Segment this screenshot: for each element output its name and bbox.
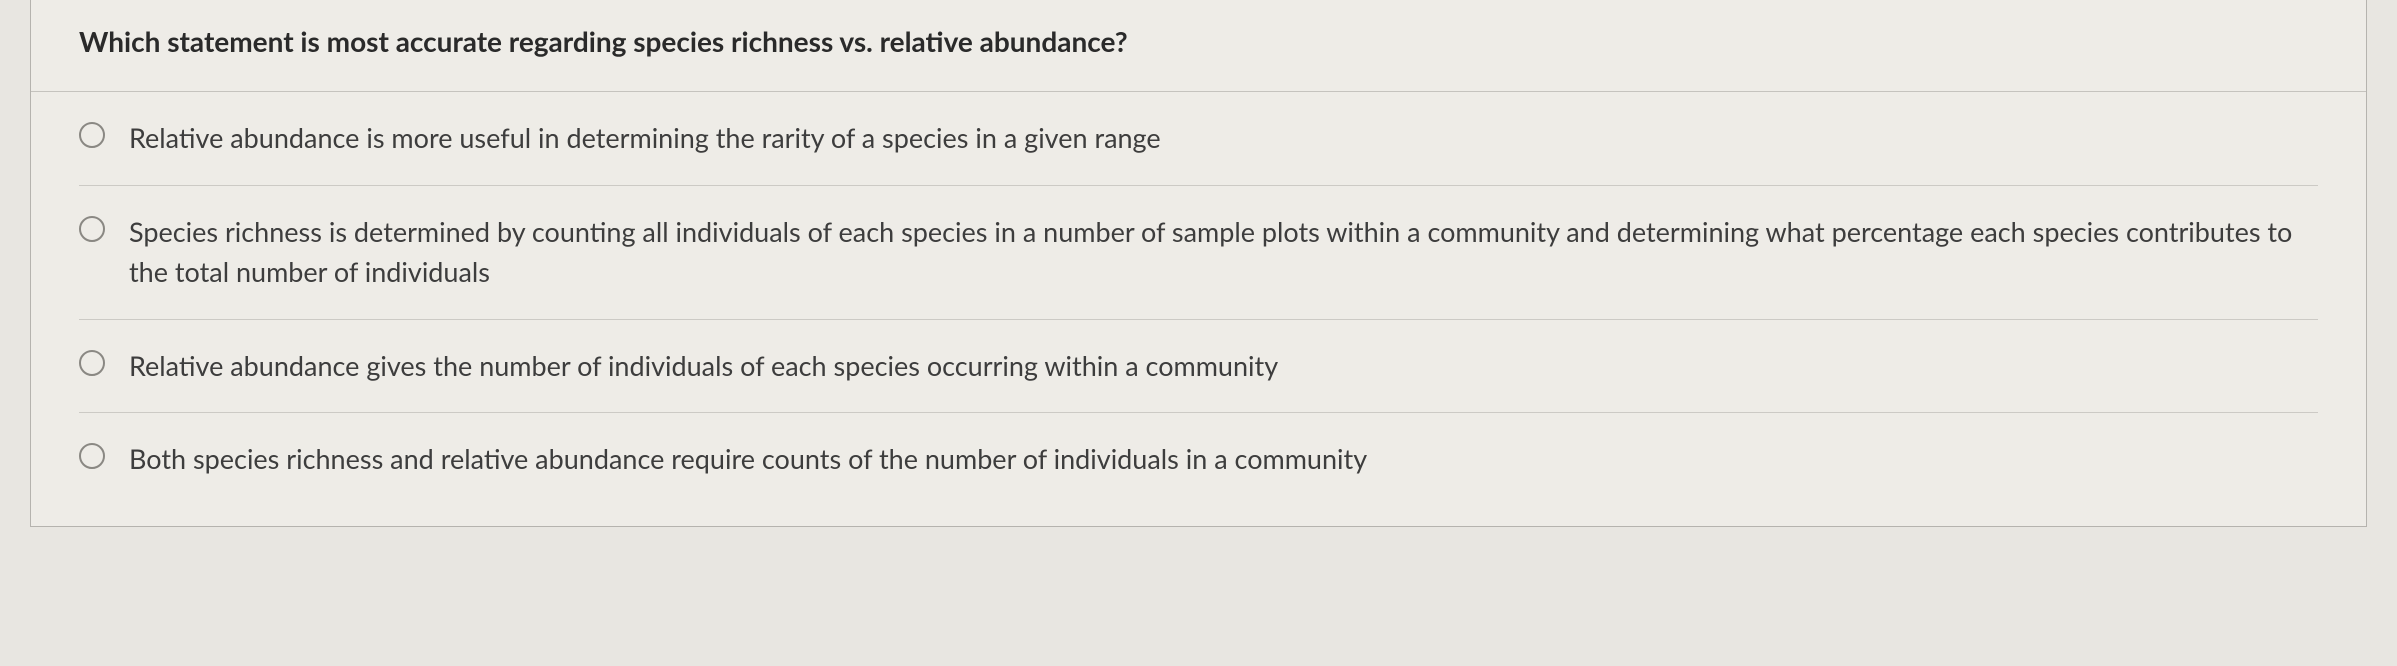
option-row[interactable]: Species richness is determined by counti… xyxy=(79,186,2318,320)
option-label: Species richness is determined by counti… xyxy=(129,212,2318,293)
option-label: Relative abundance gives the number of i… xyxy=(129,346,2318,387)
question-prompt: Which statement is most accurate regardi… xyxy=(79,22,2318,61)
option-label: Relative abundance is more useful in det… xyxy=(129,118,2318,159)
options-list: Relative abundance is more useful in det… xyxy=(31,92,2366,526)
option-row[interactable]: Both species richness and relative abund… xyxy=(79,413,2318,506)
question-header: Which statement is most accurate regardi… xyxy=(31,0,2366,92)
radio-icon[interactable] xyxy=(79,122,105,148)
radio-icon[interactable] xyxy=(79,443,105,469)
radio-icon[interactable] xyxy=(79,350,105,376)
question-container: Which statement is most accurate regardi… xyxy=(30,0,2367,527)
option-row[interactable]: Relative abundance gives the number of i… xyxy=(79,320,2318,414)
option-row[interactable]: Relative abundance is more useful in det… xyxy=(79,92,2318,186)
radio-icon[interactable] xyxy=(79,216,105,242)
option-label: Both species richness and relative abund… xyxy=(129,439,2318,480)
